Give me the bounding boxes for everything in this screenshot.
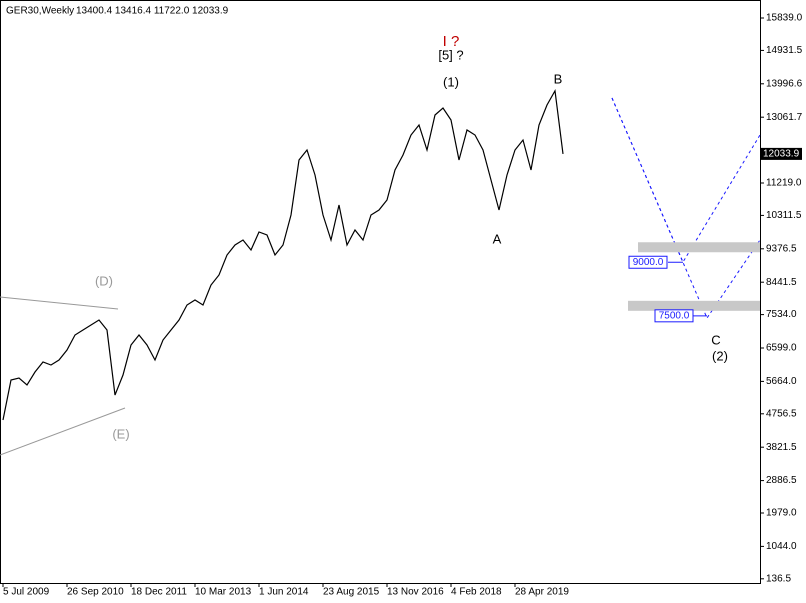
x-tick-label: 13 Nov 2016 [387, 587, 444, 598]
annotation: I ? [443, 33, 460, 50]
y-tick-label: 13061.7 [766, 112, 803, 123]
symbol: GER30,Weekly [6, 6, 74, 17]
y-tick-label: 2886.5 [766, 475, 797, 486]
last-price-box [760, 147, 802, 160]
triangle-line [0, 407, 126, 456]
y-tick-label: 1044.0 [766, 541, 797, 552]
projection [611, 97, 761, 264]
y-tick-label: 5664.0 [766, 376, 797, 387]
x-tick-label: 1 Jun 2014 [259, 587, 309, 598]
annotation: A [493, 231, 502, 246]
price-line [2, 88, 564, 421]
ohlc: 13400.4 13416.4 11722.0 12033.9 [76, 6, 229, 17]
y-tick-label: 4756.5 [766, 408, 797, 419]
triangle-line [0, 296, 119, 310]
y-tick-label: 14931.5 [766, 45, 803, 56]
y-tick-label: 11219.0 [766, 178, 802, 189]
y-tick-label: 1979.0 [766, 508, 797, 519]
x-tick-label: 23 Aug 2015 [323, 587, 380, 598]
annotation: B [554, 71, 563, 86]
level-box [654, 309, 694, 323]
plot-frame [0, 0, 761, 584]
y-tick-label: 13996.6 [766, 78, 803, 89]
y-tick-label: 136.5 [766, 573, 791, 584]
level-label: 9000.0 [633, 257, 664, 268]
y-tick-label: 15839.0 [766, 13, 803, 24]
y-tick-label: 8441.5 [766, 277, 797, 288]
projection [611, 97, 761, 320]
y-tick-label: 3821.5 [766, 442, 797, 453]
annotation: (1) [443, 74, 459, 89]
x-tick-label: 26 Sep 2010 [67, 587, 124, 598]
x-tick-label: 28 Apr 2019 [515, 587, 569, 598]
annotation: C [711, 332, 720, 347]
level-label: 7500.0 [659, 310, 690, 321]
last-price-label: 12033.9 [763, 149, 800, 160]
y-tick-label: 10311.5 [766, 210, 802, 221]
level-zone [638, 242, 760, 253]
level-box [628, 255, 668, 269]
annotation: [5] ? [438, 47, 463, 62]
annotation: (D) [95, 273, 113, 288]
x-tick-label: 4 Feb 2018 [451, 587, 502, 598]
y-tick-label: 6599.0 [766, 343, 797, 354]
x-tick-label: 5 Jul 2009 [3, 587, 50, 598]
y-tick-label: 7534.0 [766, 309, 797, 320]
annotation: (2) [712, 348, 728, 363]
annotation: (E) [112, 426, 129, 441]
level-zone [628, 300, 760, 311]
x-tick-label: 18 Dec 2011 [131, 587, 187, 598]
y-tick-label: 9376.5 [766, 243, 797, 254]
x-tick-label: 10 Mar 2013 [195, 587, 252, 598]
